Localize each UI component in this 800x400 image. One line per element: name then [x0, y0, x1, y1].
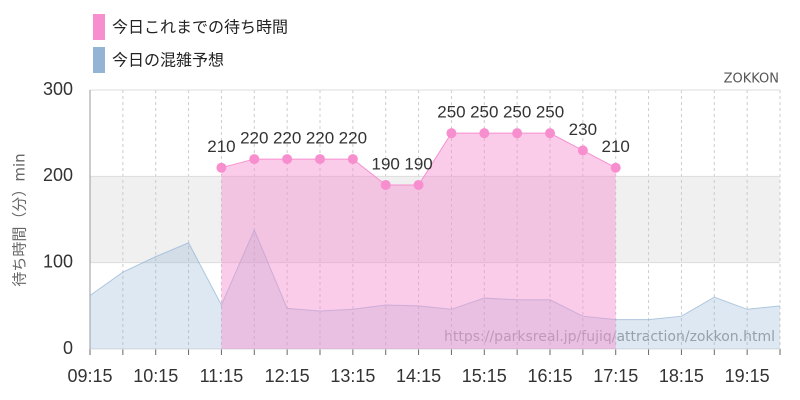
- x-tick-label: 09:15: [67, 366, 112, 386]
- point: [479, 128, 490, 139]
- data-label: 210: [207, 137, 235, 156]
- highlight-band: [90, 176, 780, 263]
- point: [347, 154, 358, 165]
- point: [315, 154, 325, 165]
- x-tick-label: 11:15: [200, 366, 244, 386]
- point: [282, 154, 293, 165]
- y-axis-label: 待ち時間（分）min: [11, 153, 29, 286]
- x-tick-label: 19:15: [725, 366, 770, 386]
- point: [446, 128, 457, 139]
- x-tick-label: 17:15: [593, 366, 638, 386]
- point: [249, 154, 260, 165]
- y-tick-label: 0: [63, 338, 73, 358]
- y-tick-label: 200: [43, 165, 73, 185]
- data-label: 220: [273, 129, 301, 148]
- source-url: https://parksreal.jp/fujiq/attraction/zo…: [444, 329, 775, 345]
- data-label: 250: [437, 103, 465, 122]
- x-tick-label: 13:15: [330, 366, 375, 386]
- point: [413, 179, 424, 190]
- x-tick-label: 18:15: [659, 366, 704, 386]
- x-tick-label: 12:15: [265, 366, 310, 386]
- data-label: 190: [404, 154, 432, 173]
- data-label: 220: [339, 129, 367, 148]
- data-label: 210: [602, 137, 630, 156]
- data-label: 250: [503, 103, 531, 122]
- data-label: 190: [372, 154, 400, 173]
- point: [512, 128, 523, 139]
- line: [89, 228, 781, 321]
- data-label: 250: [536, 103, 564, 122]
- x-tick-label: 14:15: [396, 366, 441, 386]
- point: [380, 179, 391, 190]
- legend-swatch: [93, 47, 105, 73]
- point: [216, 162, 227, 173]
- data-label: 220: [240, 129, 268, 148]
- legend-label: 今日これまでの待ち時間: [112, 18, 288, 37]
- legend-label: 今日の混雑予想: [112, 51, 224, 70]
- y-tick-label: 300: [43, 79, 73, 99]
- y-tick-label: 100: [43, 251, 73, 271]
- point: [610, 162, 621, 173]
- x-tick-label: 16:15: [527, 366, 572, 386]
- brand: ZOKKON: [724, 72, 779, 87]
- legend-swatch: [93, 14, 105, 40]
- area: [221, 133, 616, 349]
- data-label: 250: [470, 103, 498, 122]
- data-label: 220: [306, 129, 334, 148]
- data-label: 230: [569, 120, 597, 139]
- x-tick-label: 10:15: [133, 366, 178, 386]
- x-tick-label: 15:15: [462, 366, 507, 386]
- point: [577, 145, 588, 156]
- point: [545, 128, 555, 139]
